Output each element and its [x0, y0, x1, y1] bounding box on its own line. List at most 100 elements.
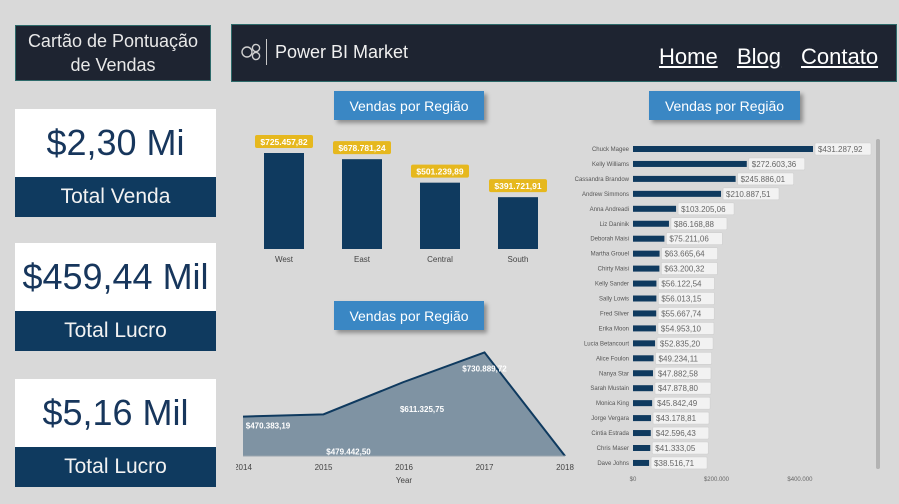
seller-data-label-bg	[661, 247, 718, 260]
seller-bar	[633, 175, 736, 182]
kpi-value: $2,30 Mi	[15, 109, 216, 177]
logo-separator	[266, 39, 267, 65]
bar-data-label-bg	[489, 179, 547, 193]
seller-data-label: $54.953,10	[661, 324, 702, 333]
seller-data-label-bg	[666, 232, 723, 245]
seller-data-label: $47.882,58	[658, 369, 699, 378]
seller-bar	[633, 235, 665, 242]
seller-data-label-bg	[650, 456, 708, 470]
seller-data-label: $38.516,71	[654, 459, 695, 468]
seller-data-label: $55.667,74	[661, 309, 702, 318]
seller-data-label: $103.205,06	[681, 205, 726, 214]
seller-data-label-bg	[657, 307, 715, 320]
seller-bar	[633, 310, 657, 317]
x-tick-label: 2014	[236, 463, 252, 472]
seller-bar	[633, 385, 653, 392]
bar-data-label: $501.239,89	[416, 167, 464, 177]
area-data-label: $730.889,72	[462, 364, 507, 373]
seller-name-label: Kelly Sander	[595, 282, 629, 288]
seller-data-label: $43.178,81	[656, 414, 697, 423]
seller-data-label: $63.200,32	[664, 265, 705, 274]
x-tick-label: 2018	[556, 463, 574, 472]
bar-data-label: $391.721,91	[494, 181, 542, 191]
seller-data-label: $42.596,43	[656, 429, 697, 438]
nav-home-link[interactable]: Home	[659, 44, 718, 69]
kpi-card-total-lucro-2: $5,16 Mil Total Lucro	[15, 379, 216, 487]
seller-data-label-bg	[737, 172, 794, 186]
dashboard-title-card: Cartão de Pontuação de Vendas	[15, 25, 211, 81]
seller-data-label: $45.842,49	[657, 399, 698, 408]
bar-category-label: South	[508, 255, 529, 264]
seller-bar	[633, 280, 657, 287]
seller-bar	[633, 430, 651, 437]
chart-title-bar-seller: Vendas por Região	[649, 91, 800, 120]
area-chart-sales-by-year: $470.383,19 $479.442,50 $611.325,75 $730.88…	[236, 351, 574, 485]
header-bar: Power BI Market Home Blog Contato	[231, 24, 897, 82]
x-tick-label: 2016	[395, 463, 413, 472]
seller-bar	[633, 295, 657, 302]
dashboard-title: Cartão de Pontuação de Vendas	[27, 31, 199, 75]
seller-name-label: Kelly Williams	[592, 162, 629, 168]
seller-name-label: Deborah Maisi	[590, 237, 629, 243]
seller-data-label: $210.887,51	[726, 190, 771, 199]
seller-data-label-bg	[654, 366, 712, 380]
seller-data-label-bg	[656, 337, 714, 350]
seller-bar	[633, 205, 677, 212]
x-tick-label: $0	[630, 477, 637, 483]
seller-data-label-bg	[748, 157, 806, 171]
seller-name-label: Sarah Mustain	[590, 386, 629, 392]
x-tick-label: 2015	[315, 463, 333, 472]
bar-data-label: $725.457,82	[260, 137, 308, 147]
seller-bar	[633, 340, 656, 347]
x-tick-label: 2017	[476, 463, 494, 472]
seller-name-label: Dave Johns	[597, 461, 629, 467]
seller-data-label-bg	[657, 322, 715, 335]
seller-name-label: Chirty Maisi	[598, 267, 629, 273]
seller-data-label: $245.886,01	[741, 175, 786, 184]
area-line	[242, 351, 566, 457]
seller-name-label: Cintia Estrada	[591, 431, 629, 437]
hbar-chart-sales-by-seller: Chuck Magee $431.287,92 Kelly Williams $272…	[575, 139, 880, 483]
seller-name-label: Chris Maser	[597, 446, 629, 452]
bar-data-label-bg	[411, 164, 469, 178]
seller-bar	[633, 160, 747, 167]
seller-name-label: Cassandra Brandow	[575, 177, 630, 183]
seller-name-label: Nanya Star	[599, 371, 629, 377]
kpi-card-total-lucro: $459,44 Mil Total Lucro	[15, 243, 216, 351]
seller-data-label-bg	[652, 411, 710, 425]
seller-name-label: Jorge Vergara	[591, 416, 629, 422]
seller-data-label: $56.122,54	[661, 280, 702, 289]
seller-data-label-bg	[653, 396, 711, 410]
seller-name-label: Liz Daninik	[600, 222, 630, 228]
seller-data-label: $56.013,15	[661, 295, 702, 304]
bar-data-label-bg	[333, 141, 391, 155]
nav-contato-link[interactable]: Contato	[801, 44, 879, 69]
bar-data-label-bg	[255, 135, 313, 148]
seller-data-label: $49.234,11	[659, 354, 699, 363]
seller-data-label-bg	[658, 292, 715, 305]
x-tick-label: $200.000	[704, 477, 730, 483]
seller-data-label: $272.603,36	[752, 160, 797, 169]
bar-category-label: East	[354, 255, 371, 264]
seller-name-label: Alice Foulon	[596, 356, 629, 362]
brand-name: Power BI Market	[275, 42, 409, 62]
seller-bar	[633, 265, 660, 272]
seller-data-label-bg	[652, 426, 710, 440]
x-axis-title: Year	[396, 476, 413, 485]
scrollbar-thumb[interactable]	[876, 139, 880, 469]
seller-bar	[633, 220, 669, 227]
seller-bar	[633, 250, 660, 257]
seller-data-label-bg	[651, 441, 709, 455]
area-data-label: $611.325,75	[400, 405, 445, 414]
kpi-label: Total Venda	[15, 177, 216, 217]
seller-data-label-bg	[814, 142, 872, 156]
seller-data-label-bg	[677, 202, 735, 216]
kpi-value: $5,16 Mil	[15, 379, 216, 447]
bar-data-label: $678.781,24	[338, 143, 386, 153]
seller-data-label: $41.333,05	[655, 444, 696, 453]
seller-bar	[633, 355, 654, 362]
nav-blog-link[interactable]: Blog	[737, 44, 782, 69]
seller-name-label: Andrew Simmons	[582, 192, 629, 198]
kpi-label: Total Lucro	[15, 447, 216, 487]
bar-category-label: Central	[427, 255, 453, 264]
